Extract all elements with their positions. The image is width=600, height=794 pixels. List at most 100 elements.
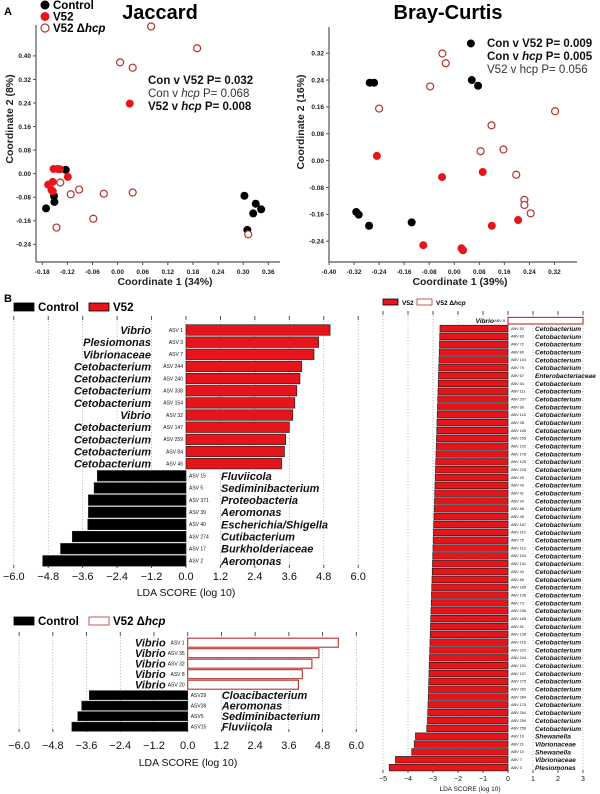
asv-label: ABV 216 [511, 640, 526, 644]
taxon-label: Vibrio [120, 325, 151, 337]
annotation-part: V52 v hcp P= 0.056 [487, 64, 588, 76]
point-v52-hcp [526, 209, 535, 218]
point-v52 [55, 165, 64, 174]
bar-control [77, 711, 189, 722]
asv-label: ASV 32 [166, 413, 183, 419]
bar-v52 [432, 560, 509, 568]
bar-row: ABV 284 Cetobacterium [427, 693, 581, 701]
taxon-label: Cetobacterium [74, 446, 151, 458]
bar-row: ABV 54 Cetobacterium [437, 379, 581, 388]
asv-label: ASV 1 [171, 640, 185, 646]
taxon-label: Plesiomonas [83, 337, 151, 349]
bar-row: ASV15 Fluviicola [71, 722, 273, 734]
taxon-label: Cetobacterium [74, 459, 151, 471]
taxon-label: Fluviicola [222, 722, 273, 734]
point-v52 [419, 241, 428, 250]
annotation-part: Con v V52 P= 0.032 [148, 75, 253, 87]
bar-control [60, 543, 187, 555]
x-tick-label: −4.8 [42, 740, 64, 752]
annotation-part: P= 0.005 [543, 51, 593, 63]
y-tick-label: 0.24 [18, 100, 31, 107]
taxon-label: Cetobacterium [535, 396, 581, 403]
taxon-label: Fluviicola [221, 471, 272, 483]
bar-v52 [434, 489, 509, 497]
taxon-label: Cetobacterium [535, 561, 581, 568]
bar-v52 [436, 434, 509, 442]
x-tick-label: -0.24 [372, 269, 387, 276]
bar-v52 [438, 356, 509, 364]
x-tick-label: −5 [379, 776, 387, 783]
legend-label-v52-text: V52 [113, 302, 133, 314]
taxon-label: Cetobacterium [535, 608, 581, 615]
taxon-label: Cetobacterium [535, 436, 581, 443]
bar-row: ABV 45 Cetobacterium [433, 513, 581, 521]
asv-label: ABV 34 [511, 499, 524, 503]
asv-label: ABV 244 [511, 656, 526, 660]
bar-v52 [431, 583, 509, 591]
taxon-label: Cetobacterium [535, 694, 581, 701]
taxon-label: Cetobacterium [535, 585, 581, 592]
taxon-label: Escherichia/Shigella [221, 519, 328, 531]
taxon-label: Cetobacterium [535, 640, 581, 647]
bar-row: ASV39 Aeromonas [81, 701, 282, 713]
taxon-label: Vibrionaceae [535, 741, 576, 748]
bar-row: ASV 2 Aeromonas [42, 555, 282, 568]
bar-row: ABV 255 Cetobacterium [436, 434, 581, 443]
taxon-label: Vibrio [135, 648, 166, 660]
bar-row: ABV 75 Cetobacterium [432, 536, 581, 545]
x-tick-label: 0.24 [523, 269, 536, 276]
p-value-annotation: Con v hcp P= 0.068 [148, 88, 249, 100]
x-tick-label: 0.00 [448, 269, 461, 276]
point-v52-hcp [52, 223, 61, 232]
bar-v52 [428, 669, 509, 678]
x-tick-label: 3.6 [282, 571, 297, 583]
asv-label: ABV 29 [511, 476, 524, 480]
legend-label-v52-text: V52 [53, 12, 73, 24]
bar-v52 [437, 379, 509, 388]
bar-v52 [429, 630, 509, 638]
asv-label: ABV 284 [511, 695, 526, 699]
taxon-label: Cetobacterium [535, 467, 581, 474]
taxon-label: Cetobacterium [535, 687, 581, 694]
bar-v52 [429, 646, 509, 654]
asv-label: ABV 187 [511, 523, 526, 527]
bar-v52 [434, 473, 509, 482]
bar-row: ABV 72 Cetobacterium [439, 340, 581, 349]
taxon-label: Cetobacterium [74, 422, 151, 434]
bar-v52 [415, 732, 509, 740]
panel-label-a: A [4, 6, 12, 18]
bar-row: ABV 207 Cetobacterium [437, 395, 581, 403]
annotation-part: Con v [148, 88, 181, 100]
bar-row: ASV 154 Cetobacterium [74, 397, 296, 410]
bar-v52 [430, 622, 509, 631]
asv-label: ABV 196 [511, 593, 526, 597]
taxon-label: Cetobacterium [535, 444, 581, 451]
bar-row: ABV 21 Vibrionaceae [413, 740, 576, 748]
bar-row: ABV 218 Cetobacterium [435, 466, 581, 474]
asv-label: ASV 35 [168, 651, 185, 657]
bar-v52 [438, 371, 509, 380]
taxon-label: Cetobacterium [535, 404, 581, 411]
taxon-label: Cetobacterium [535, 475, 581, 482]
bar-row: ASV 8 Vibrio [135, 669, 303, 681]
annotation-part: V52 v [148, 101, 181, 113]
bar-row: ASV 3 Plesiomonas [83, 336, 319, 349]
asv-label: ABV 104 [511, 358, 526, 362]
bar-v52 [185, 421, 290, 433]
bar-v52 [426, 724, 509, 733]
taxon-label: Cetobacterium [535, 577, 581, 584]
taxon-label: Aeromonas [220, 507, 282, 519]
asv-label: ASV5 [191, 714, 204, 720]
bar-v52-hcp [187, 648, 320, 659]
legend-label-v52-hcp-italic: hcp [454, 300, 466, 307]
point-control [42, 204, 51, 213]
y-tick-label: 0.16 [18, 124, 31, 131]
bar-v52 [185, 445, 285, 458]
legend-swatch-control [13, 616, 35, 626]
asv-label: ABV 54 [511, 382, 524, 386]
legend-label-v52-hcp-italic: hcp [145, 616, 165, 628]
taxon-label: Cetobacterium [74, 386, 151, 398]
y-tick-label: -0.24 [16, 242, 31, 249]
bar-control [96, 470, 187, 482]
